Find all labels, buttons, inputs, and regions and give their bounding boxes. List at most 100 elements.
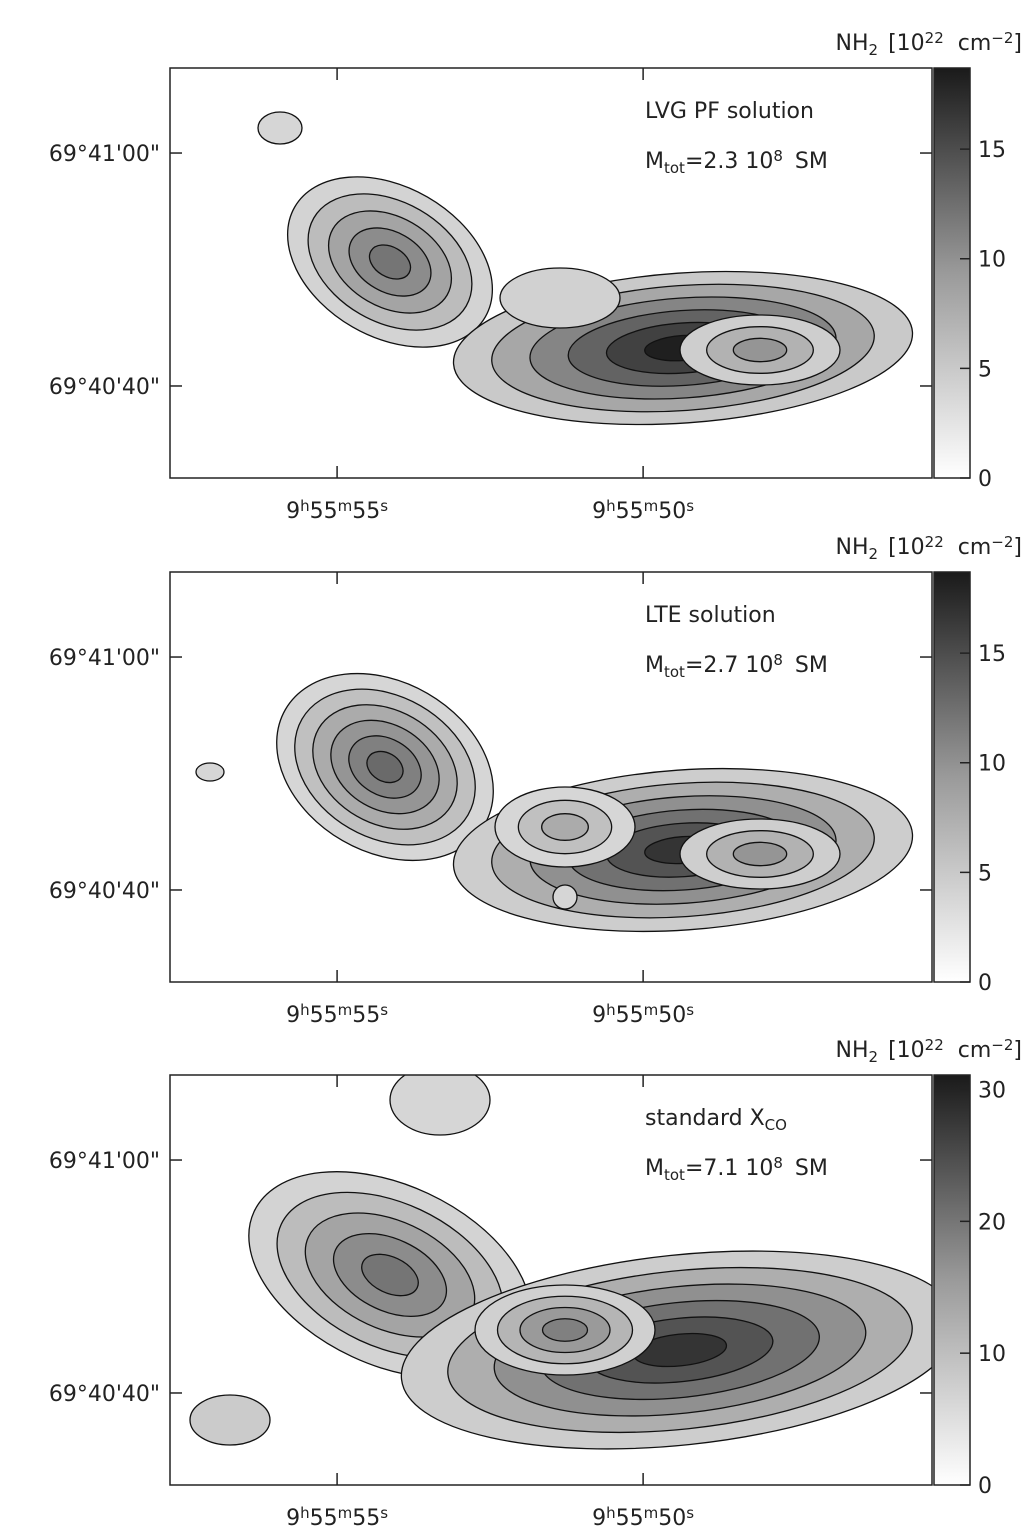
text-part: 9 [592, 1003, 606, 1028]
colorbar-tick-label: 30 [978, 1079, 1006, 1104]
text-part: h [606, 497, 616, 515]
contour [361, 1253, 419, 1297]
mass-label: Mtot=7.1 108 SM [645, 1154, 828, 1183]
contour [389, 1075, 491, 1136]
colorbar-tick-label: 15 [978, 642, 1006, 667]
colorbar-label: NH2 [1022 cm−2] [836, 1036, 1022, 1065]
contour [189, 1394, 271, 1446]
text-part: h [300, 1504, 310, 1522]
contour [366, 750, 404, 784]
colorbar: 0 10 20 30 [933, 1074, 1006, 1499]
colorbar-tick-label: 0 [978, 1474, 992, 1499]
map [170, 572, 932, 982]
text-part: 55 [310, 1003, 338, 1028]
text-part: tot [664, 1166, 685, 1184]
text-part: ] [1013, 31, 1022, 56]
text-part: SM [795, 653, 828, 678]
colorbar: 0 5 10 15 [933, 67, 1006, 492]
text-part: cm [958, 535, 992, 560]
y-tick-label: 69°40'40" [49, 879, 160, 904]
text-part: [10 [888, 535, 925, 560]
text-part: 55 [616, 1003, 644, 1028]
y-tick-label: 69°40'40" [49, 375, 160, 400]
text-part: s [686, 1504, 694, 1522]
colorbar-tick-label: 10 [978, 248, 1006, 273]
contour [552, 884, 578, 910]
text-part: h [606, 1504, 616, 1522]
contour [541, 1318, 589, 1342]
text-part: m [644, 1504, 659, 1522]
colorbar-tick-label: 0 [978, 467, 992, 492]
text-part: s [380, 1001, 388, 1019]
text-part: m [644, 1001, 659, 1019]
text-part: M [645, 653, 664, 678]
colorbar-fill [933, 571, 971, 983]
colorbar: 0 5 10 15 [933, 571, 1006, 996]
text-part: SM [795, 149, 828, 174]
x-tick-label: 9h55m55s [286, 1504, 388, 1531]
text-part: NH [836, 1038, 869, 1063]
contour [499, 267, 621, 329]
text-part: 22 [925, 29, 944, 47]
text-part: m [644, 497, 659, 515]
text-part: 22 [925, 1036, 944, 1054]
x-tick-label: 9h55m55s [286, 1001, 388, 1028]
x-tick-label: 9h55m50s [592, 497, 694, 524]
panel-title: LTE solution [645, 603, 776, 628]
text-part: 55 [616, 1506, 644, 1531]
colorbar-tick-label: 10 [978, 752, 1006, 777]
mass-label: Mtot=2.3 108 SM [645, 147, 828, 176]
contour [257, 111, 303, 145]
contour [368, 244, 412, 280]
text-part: h [300, 497, 310, 515]
text-part: 55 [616, 499, 644, 524]
contour [732, 841, 788, 867]
text-part: standard X [645, 1106, 765, 1131]
text-part: cm [958, 31, 992, 56]
panel: 9h55m55s 9h55m50s69°40'40"69°41'00"standa… [49, 1074, 933, 1531]
text-part: 22 [925, 533, 944, 551]
text-part: =2.7 10 [685, 653, 773, 678]
colorbar-fill [933, 67, 971, 479]
text-part: =2.3 10 [685, 149, 773, 174]
frame [169, 67, 933, 479]
text-part: tot [664, 663, 685, 681]
text-part: 50 [658, 499, 686, 524]
text-part: ] [1013, 535, 1022, 560]
text-part: 55 [310, 499, 338, 524]
text-part: h [300, 1001, 310, 1019]
text-part: 55 [352, 1003, 380, 1028]
text-part: ] [1013, 1038, 1022, 1063]
text-part: CO [765, 1116, 787, 1134]
text-part: −2 [991, 1036, 1013, 1054]
text-part: =7.1 10 [685, 1156, 773, 1181]
text-part: h [606, 1001, 616, 1019]
colorbar-label: NH2 [1022 cm−2] [836, 29, 1022, 58]
text-part: 2 [869, 545, 879, 563]
y-tick-label: 69°41'00" [49, 1149, 160, 1174]
text-part: 8 [773, 651, 783, 669]
panel-title: LVG PF solution [645, 99, 814, 124]
map [170, 1075, 932, 1485]
text-part: 50 [658, 1506, 686, 1531]
text-part: LTE solution [645, 603, 776, 628]
text-part: 55 [352, 499, 380, 524]
text-part: s [380, 1504, 388, 1522]
text-part: s [686, 1001, 694, 1019]
contour [541, 813, 589, 841]
text-part: 55 [352, 1506, 380, 1531]
y-tick-label: 69°40'40" [49, 1382, 160, 1407]
colorbar-tick-label: 5 [978, 357, 992, 382]
colorbar-tick-label: 20 [978, 1210, 1006, 1235]
text-part: −2 [991, 533, 1013, 551]
text-part: s [380, 497, 388, 515]
text-part: −2 [991, 29, 1013, 47]
text-part: 9 [286, 1003, 300, 1028]
frame [169, 1074, 933, 1486]
x-tick-label: 9h55m55s [286, 497, 388, 524]
text-part: [10 [888, 31, 925, 56]
text-part: [10 [888, 1038, 925, 1063]
text-part: 9 [286, 499, 300, 524]
